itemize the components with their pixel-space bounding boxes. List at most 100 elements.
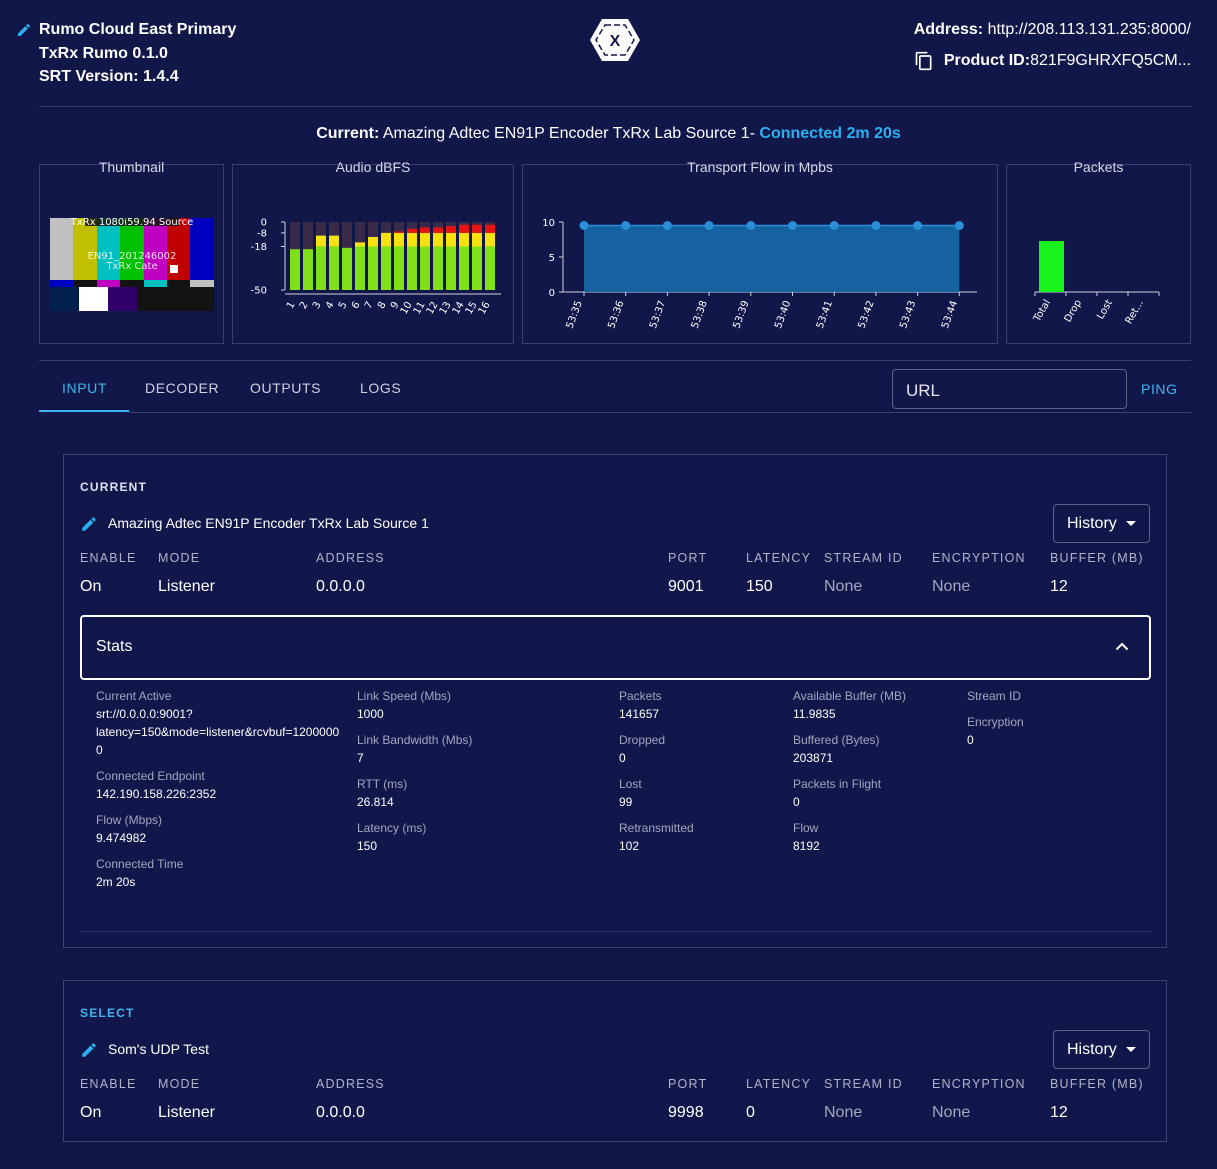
history-button[interactable]: History [1053, 1030, 1150, 1069]
transport-title: Transport Flow in Mpbs [687, 159, 833, 175]
meter-bar-yellow [394, 232, 404, 247]
tab-input[interactable]: INPUT [62, 380, 107, 396]
flow-point [871, 221, 881, 230]
meter-bar-yellow [459, 232, 469, 247]
stat-label: Link Bandwidth (Mbs) [357, 733, 473, 747]
meter-bar-yellow [485, 232, 495, 247]
value-latency: 0 [746, 1104, 755, 1121]
col-latency: LATENCY [746, 1077, 812, 1091]
history-button[interactable]: History [1053, 504, 1150, 543]
value-latency: 150 [746, 578, 773, 595]
y-tick-label: 5 [549, 253, 555, 264]
stat-label: Latency (ms) [357, 821, 427, 835]
stat-value: 0 [619, 751, 626, 765]
stats-title: Stats [96, 638, 133, 655]
meter-bar-red [459, 224, 469, 233]
col-encryption: ENCRYPTION [932, 551, 1026, 565]
flow-area [584, 225, 960, 292]
col-stream-id: STREAM ID [824, 1077, 903, 1091]
device-info: Rumo Cloud East Primary TxRx Rumo 0.1.0 … [16, 18, 236, 89]
select-source-name-row[interactable]: Som's UDP Test [80, 1041, 209, 1059]
current-card-title: CURRENT [80, 480, 148, 494]
col-port: PORT [668, 551, 708, 565]
transport-panel: Transport Flow in Mpbs 10 5 0 53:35 53:36 53:… [522, 159, 998, 344]
dropdown-caret-icon [1126, 1047, 1136, 1052]
edit-icon[interactable] [16, 22, 32, 38]
y-tick-label: -18 [251, 242, 267, 253]
stat-value: 1000 [357, 707, 384, 721]
col-address: ADDRESS [316, 551, 385, 565]
stat-value: 203871 [793, 751, 834, 765]
meter-bar-red [433, 227, 443, 233]
stat-value: 8192 [793, 839, 820, 853]
chevron-up-icon[interactable] [1115, 641, 1129, 651]
value-enable: On [80, 1104, 102, 1121]
packets-title: Packets [1073, 159, 1124, 175]
select-source-name: Som's UDP Test [108, 1041, 209, 1057]
thumbnail-panel: Thumbnail TxRx 1080i59.94 Source EN91_20… [39, 159, 224, 344]
thumb-caption-2: EN91_201246002 [88, 251, 177, 262]
copy-icon[interactable] [914, 50, 934, 72]
y-tick-label: 0 [261, 218, 267, 229]
tab-outputs[interactable]: OUTPUTS [250, 380, 322, 396]
srt-version: SRT Version: 1.4.4 [39, 68, 179, 85]
stat-label: Available Buffer (MB) [793, 689, 906, 703]
tab-decoder[interactable]: DECODER [145, 380, 220, 396]
flow-point [662, 221, 672, 230]
stat-label: Packets [619, 689, 662, 703]
meter-bar-yellow [433, 232, 443, 247]
value-buffer: 12 [1050, 1104, 1068, 1121]
meter-bar-red [420, 227, 430, 233]
meter-bar-yellow [329, 235, 339, 247]
value-buffer: 12 [1050, 578, 1068, 595]
stat-label: Dropped [619, 733, 666, 747]
edit-icon[interactable] [80, 1041, 98, 1059]
value-address: 0.0.0.0 [316, 1104, 365, 1121]
stats-accordion-header[interactable]: Stats [80, 615, 1151, 680]
active-tab-indicator [39, 410, 129, 412]
stat-label: Encryption [967, 715, 1024, 729]
stat-label: Stream ID [967, 689, 1022, 703]
select-source-card: SELECT Som's UDP Test History ENABLE MOD… [63, 980, 1167, 1142]
current-source: Amazing Adtec EN91P Encoder TxRx Lab Sou… [382, 125, 755, 142]
tab-bar: INPUT DECODER OUTPUTS LOGS [39, 370, 439, 413]
meter-bar-green [329, 246, 339, 290]
ping-button[interactable]: PING [1141, 381, 1178, 397]
stat-label: Buffered (Bytes) [793, 733, 880, 747]
x-tick-label: 53:38 [690, 299, 710, 330]
y-tick-label: 0 [549, 288, 555, 299]
current-source-name-row[interactable]: Amazing Adtec EN91P Encoder TxRx Lab Sou… [80, 515, 429, 533]
stat-value: 102 [619, 839, 640, 853]
select-card-title: SELECT [80, 1006, 135, 1020]
device-name-row[interactable]: Rumo Cloud East Primary [16, 18, 236, 42]
connection-info: Address: http://208.113.131.235:8000/ Pr… [914, 18, 1191, 80]
stat-label: Current Active [96, 689, 172, 703]
stat-label: Flow (Mbps) [96, 813, 163, 827]
url-input[interactable]: URL [892, 369, 1127, 409]
meter-bar-green [342, 247, 352, 290]
tabs-divider [129, 412, 1191, 413]
x-tick-label: 8 [376, 300, 389, 311]
packet-bar [1039, 241, 1064, 292]
address-label: Address: [913, 21, 984, 38]
stat-label: Flow [793, 821, 819, 835]
device-name: Rumo Cloud East Primary [39, 21, 237, 38]
x-tick-label: 53:40 [773, 299, 793, 330]
meter-bar-green [316, 246, 326, 290]
meter-bar-yellow [355, 242, 365, 247]
x-tick-label: 3 [311, 300, 324, 311]
edit-icon[interactable] [80, 515, 98, 533]
current-label: Current: [316, 125, 380, 142]
app-logo: X [589, 17, 641, 68]
dropdown-caret-icon [1126, 521, 1136, 526]
stat-label: Connected Endpoint [96, 769, 205, 783]
x-tick-label: 53:36 [606, 299, 626, 330]
address-value[interactable]: http://208.113.131.235:8000/ [987, 21, 1191, 38]
meter-bar-red [485, 224, 495, 233]
x-tick-label: Total [1031, 298, 1053, 325]
product-version: TxRx Rumo 0.1.0 [39, 44, 168, 62]
x-tick-label: 7 [363, 300, 376, 311]
col-buffer: BUFFER (MB) [1050, 551, 1144, 565]
stat-value: 141657 [619, 707, 660, 721]
tab-logs[interactable]: LOGS [360, 380, 402, 396]
